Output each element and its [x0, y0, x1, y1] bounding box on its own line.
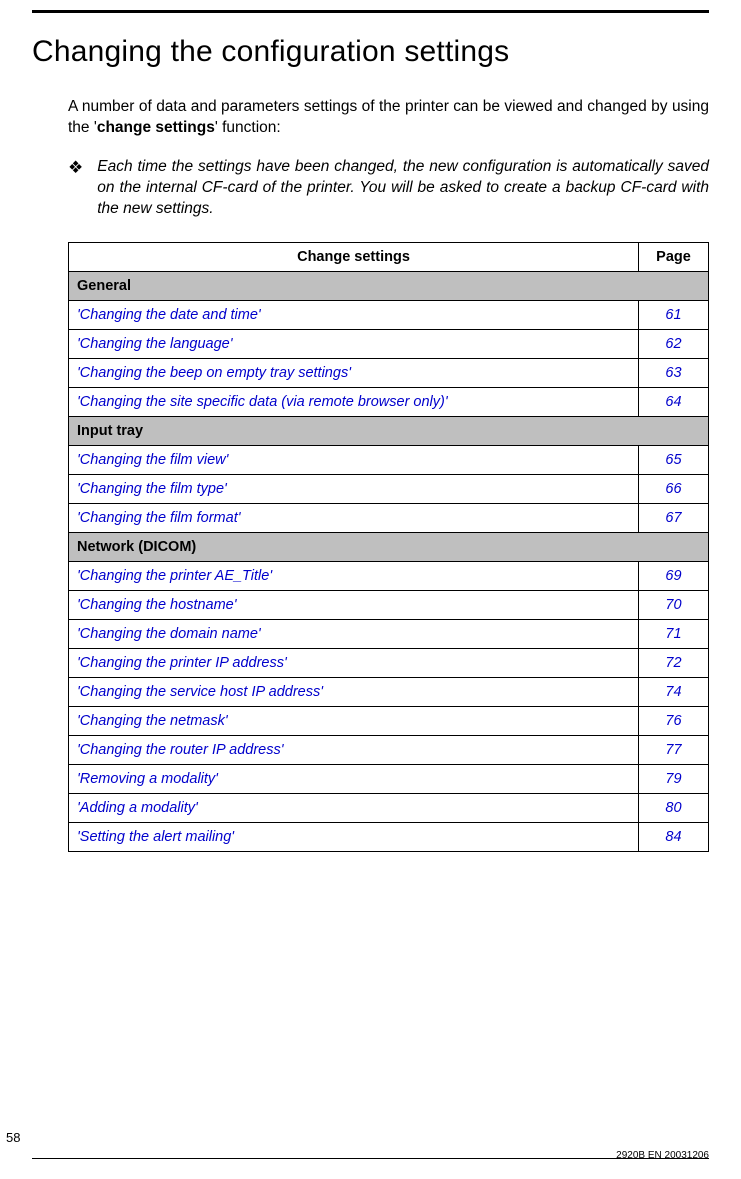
- setting-page-number[interactable]: 80: [639, 793, 709, 822]
- table-row: 'Changing the hostname'70: [69, 590, 709, 619]
- setting-link[interactable]: 'Changing the site specific data (via re…: [69, 387, 639, 416]
- setting-link[interactable]: 'Changing the router IP address': [69, 735, 639, 764]
- setting-link[interactable]: 'Changing the beep on empty tray setting…: [69, 358, 639, 387]
- table-row: 'Changing the netmask'76: [69, 706, 709, 735]
- change-settings-table: Change settings Page General'Changing th…: [68, 242, 709, 852]
- footer-horizontal-rule: [32, 1158, 709, 1159]
- setting-link[interactable]: 'Setting the alert mailing': [69, 822, 639, 851]
- setting-page-number[interactable]: 65: [639, 445, 709, 474]
- setting-page-number[interactable]: 70: [639, 590, 709, 619]
- setting-link[interactable]: 'Removing a modality': [69, 764, 639, 793]
- setting-page-number[interactable]: 69: [639, 561, 709, 590]
- section-label: General: [69, 271, 709, 300]
- table-row: 'Changing the printer IP address'72: [69, 648, 709, 677]
- table-row: 'Changing the printer AE_Title'69: [69, 561, 709, 590]
- col-header-page: Page: [639, 242, 709, 271]
- setting-page-number[interactable]: 76: [639, 706, 709, 735]
- intro-paragraph: A number of data and parameters settings…: [68, 97, 709, 139]
- setting-page-number[interactable]: 64: [639, 387, 709, 416]
- table-row: 'Changing the date and time'61: [69, 300, 709, 329]
- setting-link[interactable]: 'Changing the film type': [69, 474, 639, 503]
- table-row: 'Removing a modality'79: [69, 764, 709, 793]
- setting-link[interactable]: 'Changing the netmask': [69, 706, 639, 735]
- table-row: 'Changing the beep on empty tray setting…: [69, 358, 709, 387]
- setting-link[interactable]: 'Changing the film format': [69, 503, 639, 532]
- setting-page-number[interactable]: 72: [639, 648, 709, 677]
- table-section-row: Network (DICOM): [69, 532, 709, 561]
- setting-page-number[interactable]: 84: [639, 822, 709, 851]
- setting-page-number[interactable]: 61: [639, 300, 709, 329]
- table-section-row: General: [69, 271, 709, 300]
- col-header-settings: Change settings: [69, 242, 639, 271]
- setting-page-number[interactable]: 67: [639, 503, 709, 532]
- setting-page-number[interactable]: 74: [639, 677, 709, 706]
- intro-text-suffix: ' function:: [215, 119, 281, 136]
- table-row: 'Changing the film view'65: [69, 445, 709, 474]
- table-row: 'Changing the service host IP address'74: [69, 677, 709, 706]
- table-row: 'Changing the language'62: [69, 329, 709, 358]
- setting-page-number[interactable]: 63: [639, 358, 709, 387]
- top-horizontal-rule: [32, 10, 709, 13]
- table-row: 'Changing the router IP address'77: [69, 735, 709, 764]
- table-row: 'Setting the alert mailing'84: [69, 822, 709, 851]
- setting-link[interactable]: 'Adding a modality': [69, 793, 639, 822]
- setting-link[interactable]: 'Changing the domain name': [69, 619, 639, 648]
- table-row: 'Changing the domain name'71: [69, 619, 709, 648]
- section-label: Network (DICOM): [69, 532, 709, 561]
- intro-bold-term: change settings: [97, 119, 215, 136]
- table-section-row: Input tray: [69, 416, 709, 445]
- setting-link[interactable]: 'Changing the date and time': [69, 300, 639, 329]
- table-row: 'Changing the film type'66: [69, 474, 709, 503]
- table-row: 'Changing the film format'67: [69, 503, 709, 532]
- content-region: A number of data and parameters settings…: [68, 97, 709, 852]
- page-footer: 58 2920B EN 20031206: [0, 1158, 741, 1163]
- page-number: 58: [6, 1130, 20, 1145]
- setting-link[interactable]: 'Changing the hostname': [69, 590, 639, 619]
- setting-page-number[interactable]: 79: [639, 764, 709, 793]
- section-label: Input tray: [69, 416, 709, 445]
- setting-link[interactable]: 'Changing the service host IP address': [69, 677, 639, 706]
- setting-link[interactable]: 'Changing the film view': [69, 445, 639, 474]
- document-id: 2920B EN 20031206: [616, 1150, 709, 1161]
- setting-link[interactable]: 'Changing the printer IP address': [69, 648, 639, 677]
- setting-link[interactable]: 'Changing the printer AE_Title': [69, 561, 639, 590]
- setting-link[interactable]: 'Changing the language': [69, 329, 639, 358]
- setting-page-number[interactable]: 62: [639, 329, 709, 358]
- setting-page-number[interactable]: 77: [639, 735, 709, 764]
- table-header-row: Change settings Page: [69, 242, 709, 271]
- table-row: 'Changing the site specific data (via re…: [69, 387, 709, 416]
- diamond-bullet-icon: ❖: [68, 159, 83, 176]
- table-row: 'Adding a modality'80: [69, 793, 709, 822]
- setting-page-number[interactable]: 71: [639, 619, 709, 648]
- note-text: Each time the settings have been changed…: [97, 157, 709, 220]
- note-block: ❖ Each time the settings have been chang…: [68, 157, 709, 220]
- setting-page-number[interactable]: 66: [639, 474, 709, 503]
- page-title: Changing the configuration settings: [32, 35, 741, 69]
